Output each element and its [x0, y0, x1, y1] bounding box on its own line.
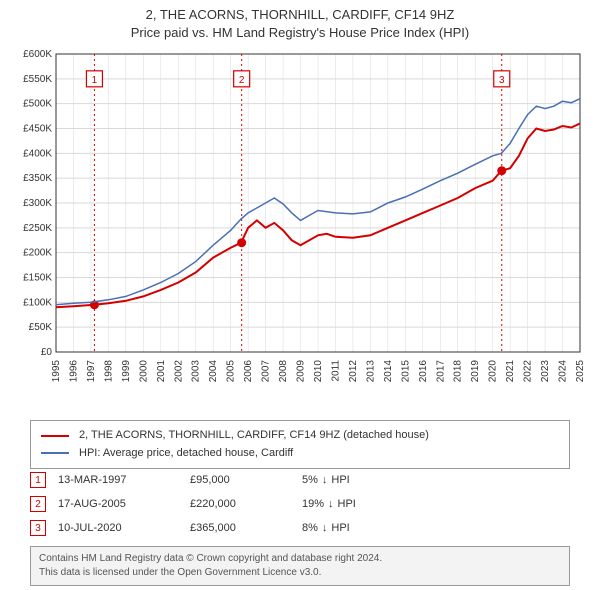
- svg-text:2000: 2000: [138, 360, 149, 383]
- svg-text:2025: 2025: [575, 360, 586, 383]
- svg-text:2007: 2007: [261, 360, 272, 383]
- event-row: 2 17-AUG-2005 £220,000 19% ↓ HPI: [30, 492, 570, 516]
- svg-text:2020: 2020: [488, 360, 499, 383]
- svg-text:2024: 2024: [558, 360, 569, 383]
- legend-row: 2, THE ACORNS, THORNHILL, CARDIFF, CF14 …: [41, 427, 559, 445]
- event-diff-suffix: HPI: [331, 522, 349, 534]
- svg-text:£50K: £50K: [29, 322, 53, 333]
- svg-text:2016: 2016: [418, 360, 429, 383]
- svg-text:2022: 2022: [523, 360, 534, 383]
- events-list: 1 13-MAR-1997 £95,000 5% ↓ HPI 2 17-AUG-…: [30, 468, 570, 540]
- svg-text:2001: 2001: [156, 360, 167, 383]
- event-row: 3 10-JUL-2020 £365,000 8% ↓ HPI: [30, 516, 570, 540]
- event-price: £95,000: [190, 474, 290, 486]
- event-date: 10-JUL-2020: [58, 522, 178, 534]
- event-diff-pct: 8%: [302, 522, 318, 534]
- event-diff: 5% ↓ HPI: [302, 474, 422, 486]
- svg-text:2014: 2014: [383, 360, 394, 383]
- svg-text:2012: 2012: [348, 360, 359, 383]
- chart-title-line1: 2, THE ACORNS, THORNHILL, CARDIFF, CF14 …: [0, 6, 600, 24]
- svg-text:1997: 1997: [86, 360, 97, 383]
- svg-text:2017: 2017: [435, 360, 446, 383]
- svg-text:£200K: £200K: [23, 248, 52, 259]
- svg-text:£450K: £450K: [23, 124, 52, 135]
- footer-line2: This data is licensed under the Open Gov…: [39, 566, 561, 580]
- chart-svg: £0 £50K £100K £150K £200K £250K £300K £350K £400…: [10, 48, 590, 408]
- svg-text:2010: 2010: [313, 360, 324, 383]
- event-marker: 1: [30, 472, 46, 488]
- legend-swatch: [41, 452, 69, 454]
- chart-title-block: 2, THE ACORNS, THORNHILL, CARDIFF, CF14 …: [0, 0, 600, 42]
- svg-text:2023: 2023: [540, 360, 551, 383]
- footer-line1: Contains HM Land Registry data © Crown c…: [39, 552, 561, 566]
- svg-text:£300K: £300K: [23, 198, 52, 209]
- svg-text:£500K: £500K: [23, 99, 52, 110]
- svg-text:2008: 2008: [278, 360, 289, 383]
- svg-text:2015: 2015: [400, 360, 411, 383]
- svg-text:2: 2: [239, 75, 245, 86]
- svg-text:£100K: £100K: [23, 297, 52, 308]
- event-diff-suffix: HPI: [331, 474, 349, 486]
- svg-text:2009: 2009: [296, 360, 307, 383]
- legend-label: 2, THE ACORNS, THORNHILL, CARDIFF, CF14 …: [79, 427, 429, 445]
- svg-text:2013: 2013: [365, 360, 376, 383]
- legend-swatch: [41, 435, 69, 437]
- svg-text:£150K: £150K: [23, 273, 52, 284]
- svg-text:2006: 2006: [243, 360, 254, 383]
- svg-text:£350K: £350K: [23, 173, 52, 184]
- svg-text:1999: 1999: [121, 360, 132, 383]
- event-marker: 2: [30, 496, 46, 512]
- footer-attribution: Contains HM Land Registry data © Crown c…: [30, 546, 570, 586]
- svg-text:£0: £0: [41, 347, 53, 358]
- svg-text:2018: 2018: [453, 360, 464, 383]
- event-row: 1 13-MAR-1997 £95,000 5% ↓ HPI: [30, 468, 570, 492]
- event-diff: 8% ↓ HPI: [302, 522, 422, 534]
- svg-text:1995: 1995: [51, 360, 62, 383]
- svg-text:2021: 2021: [505, 360, 516, 383]
- legend-label: HPI: Average price, detached house, Card…: [79, 445, 293, 463]
- arrow-down-icon: ↓: [328, 498, 334, 510]
- svg-text:£400K: £400K: [23, 148, 52, 159]
- svg-text:2019: 2019: [470, 360, 481, 383]
- svg-text:2005: 2005: [226, 360, 237, 383]
- svg-text:1: 1: [92, 75, 98, 86]
- svg-text:3: 3: [499, 75, 505, 86]
- arrow-down-icon: ↓: [322, 522, 328, 534]
- svg-text:2004: 2004: [208, 360, 219, 383]
- event-diff: 19% ↓ HPI: [302, 498, 422, 510]
- svg-text:£550K: £550K: [23, 74, 52, 85]
- svg-text:2003: 2003: [191, 360, 202, 383]
- svg-text:2002: 2002: [173, 360, 184, 383]
- event-marker: 3: [30, 520, 46, 536]
- legend-row: HPI: Average price, detached house, Card…: [41, 445, 559, 463]
- svg-text:£600K: £600K: [23, 49, 52, 60]
- svg-text:2011: 2011: [330, 360, 341, 382]
- legend: 2, THE ACORNS, THORNHILL, CARDIFF, CF14 …: [30, 420, 570, 469]
- event-diff-suffix: HPI: [338, 498, 356, 510]
- chart-title-line2: Price paid vs. HM Land Registry's House …: [0, 24, 600, 42]
- event-diff-pct: 5%: [302, 474, 318, 486]
- event-price: £220,000: [190, 498, 290, 510]
- arrow-down-icon: ↓: [322, 474, 328, 486]
- chart-area: £0 £50K £100K £150K £200K £250K £300K £350K £400…: [10, 48, 590, 408]
- event-diff-pct: 19%: [302, 498, 324, 510]
- svg-text:1996: 1996: [68, 360, 79, 383]
- svg-text:£250K: £250K: [23, 223, 52, 234]
- event-date: 13-MAR-1997: [58, 474, 178, 486]
- svg-text:1998: 1998: [103, 360, 114, 383]
- event-date: 17-AUG-2005: [58, 498, 178, 510]
- event-price: £365,000: [190, 522, 290, 534]
